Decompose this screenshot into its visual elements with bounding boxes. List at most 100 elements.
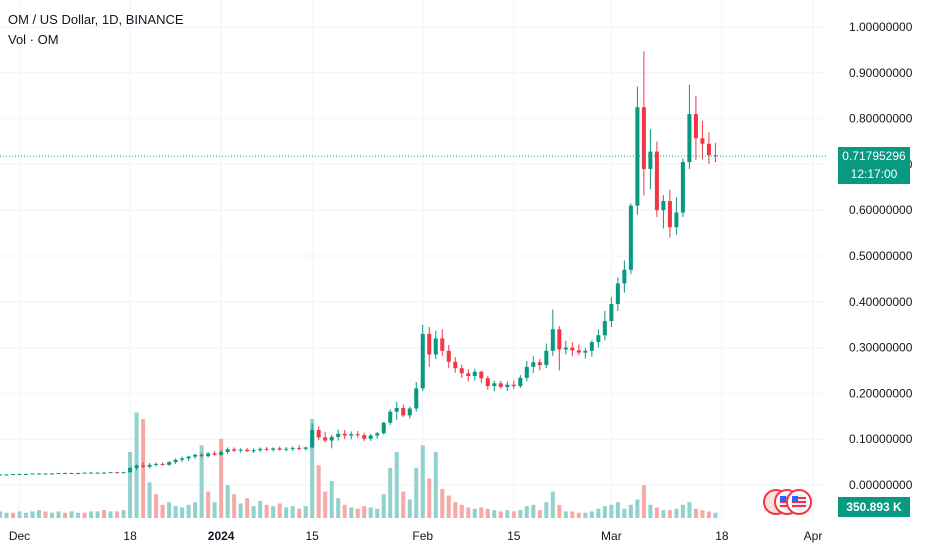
candle-body — [245, 449, 250, 452]
volume-bar — [394, 452, 399, 518]
candle-body — [154, 463, 159, 465]
candle-body — [121, 472, 126, 474]
volume-bar — [368, 507, 373, 518]
volume-bar — [537, 510, 542, 518]
candle-body — [388, 411, 393, 423]
candle-body — [193, 454, 198, 457]
volume-bar — [121, 510, 126, 518]
volume-bar — [264, 504, 269, 518]
volume-bar — [310, 419, 315, 518]
symbol-title[interactable]: OM / US Dollar, 1D, BINANCE — [8, 12, 184, 27]
volume-bar — [589, 511, 594, 518]
volume-indicator-title[interactable]: Vol · OM — [8, 32, 59, 47]
volume-bar — [511, 511, 516, 518]
volume-bar — [615, 502, 620, 518]
volume-bar — [284, 507, 289, 518]
price-tick-label: 0.50000000 — [849, 249, 913, 263]
candle-body — [459, 368, 464, 374]
volume-bar — [648, 504, 653, 518]
volume-bar — [69, 511, 74, 518]
candle-body — [323, 437, 328, 441]
candle-body — [524, 366, 529, 378]
candle-body — [596, 335, 601, 343]
volume-bar — [381, 494, 386, 518]
candle-body — [17, 474, 22, 476]
volume-bar — [102, 510, 107, 518]
time-tick-label: 18 — [715, 529, 729, 543]
candle-body — [674, 212, 679, 228]
candle-body — [648, 151, 653, 169]
volume-bar — [700, 510, 705, 518]
candle-body — [511, 384, 516, 387]
candle-body — [713, 155, 718, 157]
candle-body — [485, 378, 490, 387]
candle-body — [433, 338, 438, 355]
volume-bar — [420, 445, 425, 518]
volume-bar — [680, 504, 685, 518]
volume-bar — [440, 488, 445, 518]
candle-body — [23, 474, 29, 476]
candle-body — [700, 138, 705, 144]
volume-bar — [37, 510, 42, 518]
candle-body — [147, 464, 152, 467]
volume-bar — [23, 512, 29, 518]
candle-body — [43, 473, 48, 475]
candle-body — [82, 472, 87, 474]
event-us-flag-icon-2[interactable] — [786, 489, 812, 515]
volume-bar — [180, 507, 185, 518]
candle-body — [303, 447, 308, 449]
candle-body — [680, 162, 685, 213]
volume-bar — [622, 508, 627, 518]
candle-body — [180, 458, 185, 460]
candle-body — [583, 350, 588, 353]
candle-body — [550, 329, 555, 351]
volume-bar — [160, 504, 165, 518]
price-axis[interactable]: 1.000000000.900000000.800000000.70000000… — [849, 20, 913, 492]
volume-bar — [238, 503, 243, 518]
volume-bar — [550, 491, 555, 518]
candle-body — [37, 473, 42, 475]
volume-bar — [563, 511, 568, 518]
bar-countdown: 12:17:00 — [850, 167, 898, 181]
volume-bar — [661, 510, 666, 518]
volume-bar — [596, 508, 601, 518]
time-tick-label: 15 — [507, 529, 521, 543]
volume-bar — [472, 508, 477, 518]
candle-body — [693, 114, 698, 139]
volume-bar — [492, 510, 497, 518]
time-tick-label: 18 — [123, 529, 137, 543]
price-tick-label: 0.60000000 — [849, 203, 913, 217]
candle-body — [102, 472, 107, 474]
volume-bar — [108, 511, 113, 518]
volume-bar — [141, 419, 146, 518]
volume-bar — [667, 510, 672, 518]
volume-bar — [706, 511, 711, 518]
volume-bar — [76, 512, 81, 518]
volume-bar — [89, 511, 94, 518]
volume-bar — [154, 494, 159, 518]
candle-body — [30, 473, 35, 475]
candle-body — [628, 205, 633, 270]
candle-body — [316, 430, 321, 438]
time-tick-label: Dec — [9, 529, 30, 543]
time-axis[interactable]: Dec 18 2024 15 Feb 15 Mar 18 Apr — [9, 529, 822, 543]
candle-body — [186, 456, 191, 459]
volume-bar — [446, 495, 451, 518]
volume-bar — [245, 498, 250, 518]
price-tick-label: 0.40000000 — [849, 295, 913, 309]
volume-bar — [297, 508, 302, 518]
candle-body — [199, 454, 204, 457]
candle-body — [264, 448, 269, 450]
volume-bar — [388, 467, 393, 518]
candle-body — [362, 435, 367, 439]
volume-bar — [50, 512, 55, 518]
volume-bar — [336, 498, 341, 518]
candle-body — [212, 453, 217, 455]
candle-body — [225, 449, 230, 453]
volume-bar — [212, 502, 217, 518]
price-tick-label: 0.00000000 — [849, 478, 913, 492]
candle-body — [446, 350, 451, 362]
candle-body — [277, 448, 282, 450]
candle-body — [635, 107, 640, 206]
